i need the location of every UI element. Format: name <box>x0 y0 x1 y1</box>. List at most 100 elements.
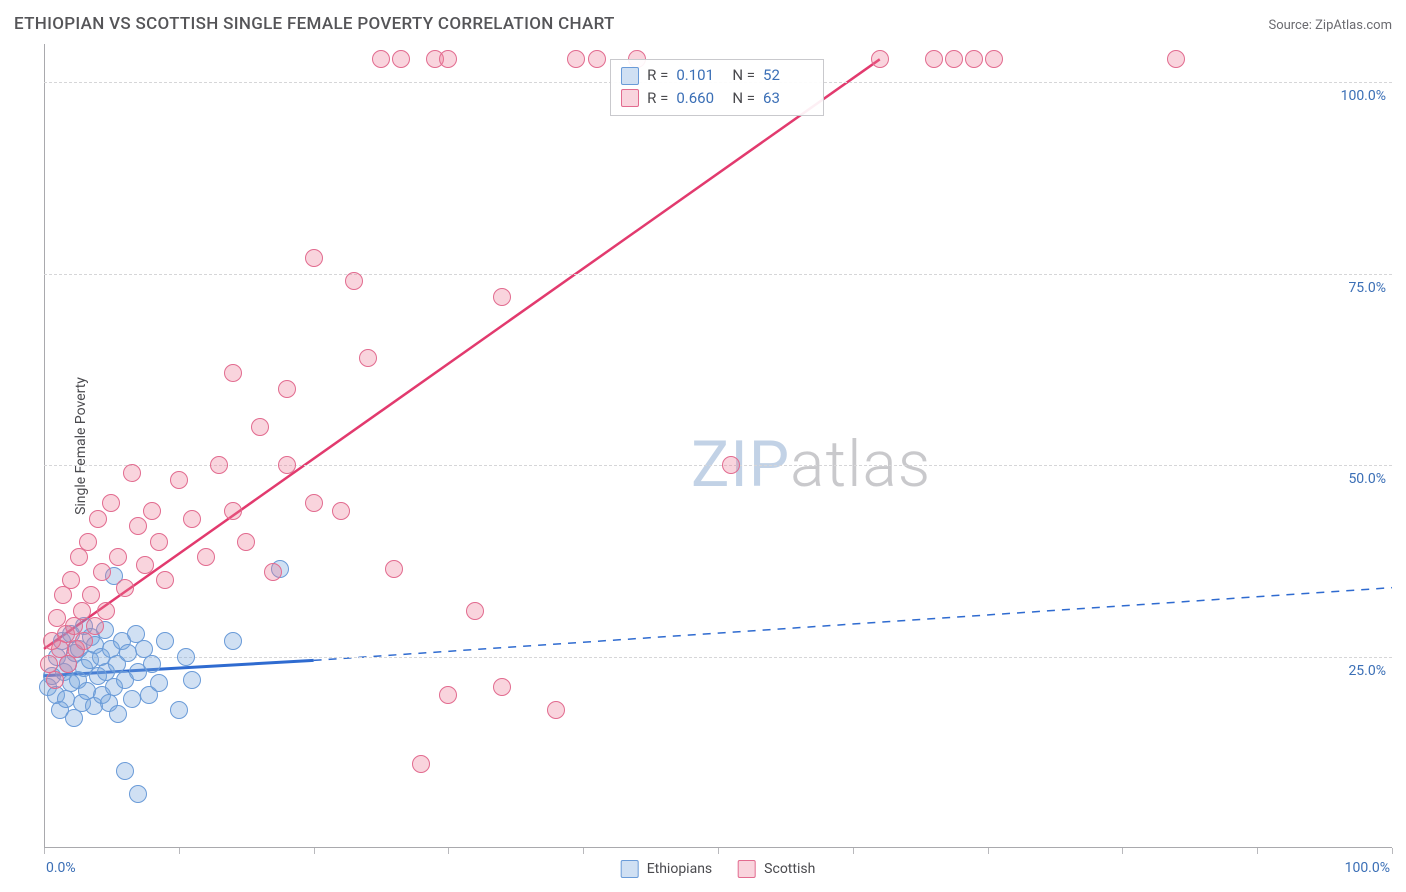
data-point <box>116 579 134 597</box>
data-point <box>89 510 107 528</box>
data-point <box>183 671 201 689</box>
data-point <box>73 602 91 620</box>
data-point <box>493 678 511 696</box>
data-point <box>143 502 161 520</box>
data-point <box>385 560 403 578</box>
data-point <box>59 655 77 673</box>
legend-label: Ethiopians <box>647 861 712 877</box>
chart-area: Single Female Poverty ZIPatlas 25.0%50.0… <box>44 44 1392 848</box>
x-tick-mark <box>44 848 45 854</box>
data-point <box>985 50 1003 68</box>
data-point <box>129 517 147 535</box>
data-point <box>412 755 430 773</box>
x-tick-mark <box>1392 848 1393 854</box>
data-point <box>129 785 147 803</box>
data-point <box>136 556 154 574</box>
r-label: R = <box>647 87 668 110</box>
data-point <box>123 690 141 708</box>
r-value: 0.101 <box>676 64 724 87</box>
data-point <box>143 655 161 673</box>
data-point <box>493 288 511 306</box>
data-point <box>116 762 134 780</box>
data-point <box>183 510 201 528</box>
data-point <box>46 671 64 689</box>
legend-item: Scottish <box>738 860 815 878</box>
x-tick-mark <box>1257 848 1258 854</box>
data-point <box>466 602 484 620</box>
series-legend: Ethiopians Scottish <box>621 860 816 878</box>
x-tick-mark <box>988 848 989 854</box>
data-point <box>925 50 943 68</box>
r-value: 0.660 <box>676 87 724 110</box>
data-point <box>62 571 80 589</box>
x-tick-mark <box>1122 848 1123 854</box>
data-point <box>305 494 323 512</box>
data-point <box>150 533 168 551</box>
legend-swatch <box>738 860 756 878</box>
x-tick-mark <box>583 848 584 854</box>
data-point <box>945 50 963 68</box>
chart-title: ETHIOPIAN VS SCOTTISH SINGLE FEMALE POVE… <box>14 14 615 34</box>
n-value: 63 <box>763 87 811 110</box>
y-tick-label: 100.0% <box>1341 88 1386 104</box>
correlation-row: R = 0.101 N = 52 <box>621 64 811 87</box>
data-point <box>567 50 585 68</box>
data-point <box>119 644 137 662</box>
plot-region: ZIPatlas 25.0%50.0%75.0%100.0%0.0%100.0% <box>44 44 1392 848</box>
x-tick-mark <box>853 848 854 854</box>
correlation-legend: R = 0.101 N = 52 R = 0.660 N = 63 <box>610 59 824 116</box>
data-point <box>79 533 97 551</box>
data-point <box>871 50 889 68</box>
data-point <box>439 50 457 68</box>
data-point <box>305 249 323 267</box>
x-tick-label: 100.0% <box>1345 860 1390 876</box>
n-label: N = <box>732 87 755 110</box>
x-tick-mark <box>179 848 180 854</box>
x-tick-label: 0.0% <box>46 860 76 876</box>
y-tick-label: 25.0% <box>1348 663 1386 679</box>
data-point <box>588 50 606 68</box>
data-point <box>82 586 100 604</box>
data-point <box>547 701 565 719</box>
chart-header: ETHIOPIAN VS SCOTTISH SINGLE FEMALE POVE… <box>14 14 1392 34</box>
data-point <box>156 632 174 650</box>
data-point <box>170 701 188 719</box>
data-point <box>102 494 120 512</box>
x-tick-mark <box>448 848 449 854</box>
data-point <box>97 602 115 620</box>
n-label: N = <box>732 64 755 87</box>
data-point <box>86 617 104 635</box>
r-label: R = <box>647 64 668 87</box>
y-axis-line <box>44 44 45 848</box>
data-point <box>278 456 296 474</box>
data-point <box>197 548 215 566</box>
legend-item: Ethiopians <box>621 860 712 878</box>
n-value: 52 <box>763 64 811 87</box>
data-point <box>224 364 242 382</box>
data-point <box>210 456 228 474</box>
data-point <box>224 632 242 650</box>
data-point <box>237 533 255 551</box>
data-point <box>177 648 195 666</box>
data-point <box>722 456 740 474</box>
data-point <box>392 50 410 68</box>
trend-lines <box>44 44 1392 848</box>
data-point <box>278 380 296 398</box>
data-point <box>156 571 174 589</box>
data-point <box>372 50 390 68</box>
data-point <box>150 674 168 692</box>
data-point <box>251 418 269 436</box>
legend-swatch <box>621 89 639 107</box>
trend-line <box>44 59 880 649</box>
data-point <box>70 548 88 566</box>
gridline <box>44 465 1392 466</box>
data-point <box>57 690 75 708</box>
legend-swatch <box>621 67 639 85</box>
gridline <box>44 657 1392 658</box>
data-point <box>123 464 141 482</box>
chart-source: Source: ZipAtlas.com <box>1268 18 1392 33</box>
data-point <box>345 272 363 290</box>
data-point <box>109 705 127 723</box>
correlation-row: R = 0.660 N = 63 <box>621 87 811 110</box>
data-point <box>93 563 111 581</box>
